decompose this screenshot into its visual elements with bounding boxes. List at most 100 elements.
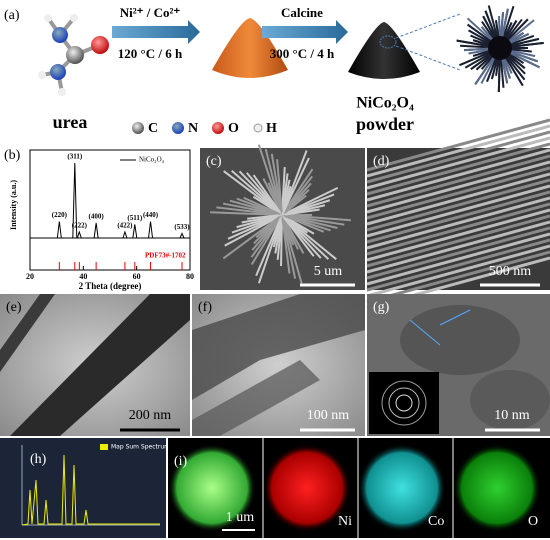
eds-spectrum [21, 454, 160, 526]
particle [470, 370, 550, 430]
rod [366, 238, 550, 292]
panel-label: (h) [30, 452, 47, 467]
nanowire-texture [366, 118, 550, 310]
arrow [112, 20, 200, 44]
xrd-peak [148, 221, 154, 239]
x-tick-label: 80 [186, 272, 194, 281]
panel-e: (e) 200 nm [0, 294, 190, 436]
peak-label: (422) [117, 222, 133, 230]
xrd-peak [93, 222, 99, 239]
x-tick-label: 40 [79, 272, 87, 281]
rod [366, 166, 550, 220]
rod [366, 190, 550, 244]
xrd-peak [56, 221, 62, 239]
panel-b: (b) Intensity (a.u.) 2 Theta (degree) Ni… [4, 148, 194, 291]
scale-label: 100 nm [307, 408, 350, 423]
product-cone [348, 22, 420, 79]
step-label: Calcine [281, 5, 323, 20]
rod [366, 178, 550, 232]
rod [366, 202, 550, 256]
rod [366, 226, 550, 280]
peak-label: (220) [52, 211, 68, 219]
peak-label: (222) [72, 222, 88, 230]
legend-entry: H [266, 121, 277, 136]
rod [366, 184, 550, 238]
reactant: urea [53, 112, 88, 132]
product: NiCo₂O₄ [356, 95, 414, 112]
x-tick-label: 60 [133, 272, 141, 281]
panel-label: (e) [6, 300, 22, 315]
legend-entry: N [188, 121, 198, 136]
rod [366, 208, 550, 262]
xrd-peak [132, 224, 138, 239]
panel-f: (f) 100 nm [192, 294, 365, 436]
map-label: Co [428, 514, 444, 529]
panel-label: (d) [373, 154, 390, 169]
product: powder [356, 114, 414, 134]
rod [247, 214, 283, 220]
peak-label: (533) [174, 223, 190, 231]
zoom-line [395, 13, 461, 39]
zoom-circle [379, 35, 397, 49]
peak-label: (440) [143, 211, 159, 219]
rod [366, 214, 550, 268]
saed-inset [369, 372, 439, 434]
core [488, 36, 512, 60]
panel-label: (c) [206, 154, 222, 169]
arrow [262, 20, 348, 44]
peak-label: (311) [67, 153, 82, 161]
rod [252, 174, 283, 216]
xrd-peak [76, 230, 82, 239]
spectrum-label: Map Sum Spectrum [111, 444, 170, 451]
rod [366, 118, 550, 172]
step-label: 120 °C / 6 h [118, 46, 183, 61]
y-axis-label: Intensity (a.u.) [9, 180, 18, 230]
scale-label: 5 um [314, 264, 343, 279]
atom-legend: C N O H [132, 121, 277, 136]
rod [243, 196, 283, 216]
panel-a: (a) urea Ni²⁺ / Co²⁺ 120 °C / 6 h Calcin… [4, 5, 544, 136]
rod [366, 220, 550, 274]
scale-label: 10 nm [494, 408, 530, 423]
panel-i: (i) 1 um Ni Co O [168, 438, 550, 538]
co-map [358, 444, 446, 532]
rod [255, 214, 283, 277]
xrd-peak [72, 162, 78, 239]
rod [366, 160, 550, 214]
rod [366, 136, 550, 190]
rod [281, 214, 325, 233]
step-label: 300 °C / 4 h [270, 46, 335, 61]
overlay-map [168, 444, 256, 532]
precursor-cone [212, 18, 288, 78]
rod [281, 214, 291, 274]
panel-h: Map Sum Spectrum (h) [0, 438, 170, 538]
x-tick-label: 20 [26, 272, 34, 281]
panel-label: (g) [373, 300, 390, 315]
scale-label: 500 nm [489, 264, 532, 279]
panel-g: (g) 10 nm [367, 294, 550, 436]
rod [276, 159, 283, 216]
zoom-line [395, 45, 461, 71]
map-label: Ni [338, 514, 352, 529]
xrd-peak [179, 232, 185, 239]
panel-label: (a) [4, 8, 20, 23]
xrd-peak [122, 230, 128, 239]
legend-entry: O [228, 121, 239, 136]
urchin [456, 5, 544, 93]
peak-label: (400) [89, 213, 105, 221]
diffraction-ring [388, 387, 420, 419]
step-label: Ni²⁺ / Co²⁺ [120, 5, 181, 20]
reference-label: PDF73#-1702 [145, 252, 186, 260]
eds-screen [0, 438, 166, 538]
panel-label: (b) [4, 148, 21, 163]
diffraction-ring [381, 380, 427, 426]
rod [366, 232, 550, 286]
nanowire [192, 294, 365, 400]
rod [281, 194, 307, 216]
lattice-marker [409, 319, 441, 346]
nanowire [192, 360, 320, 436]
peak-label: (511) [127, 214, 142, 222]
rod [281, 157, 310, 216]
legend-swatch [100, 444, 108, 450]
